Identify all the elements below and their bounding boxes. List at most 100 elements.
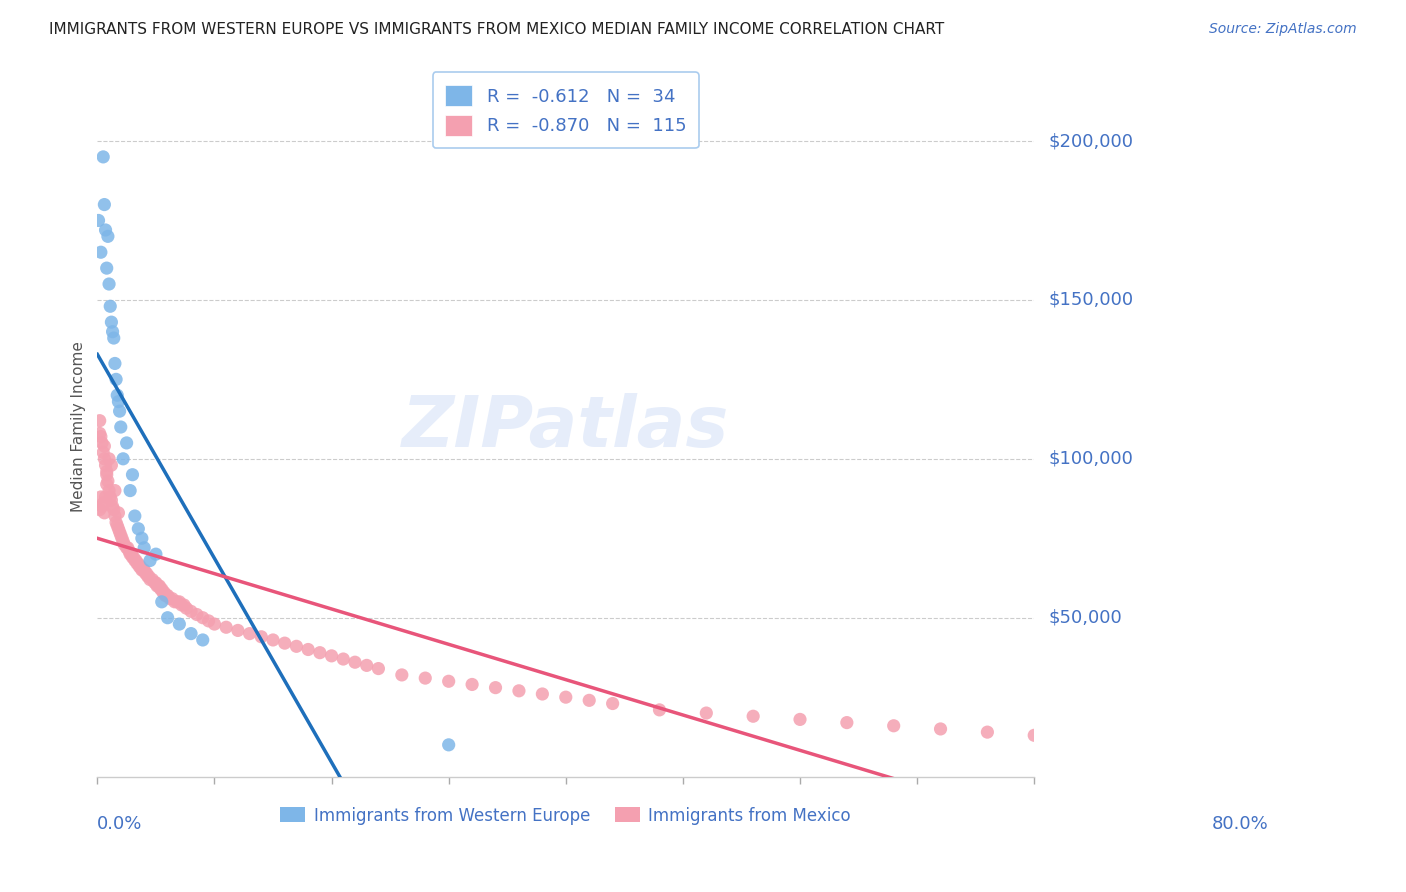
Point bbox=[169, 595, 191, 609]
Point bbox=[93, 439, 115, 453]
Text: $150,000: $150,000 bbox=[1049, 291, 1133, 309]
Point bbox=[148, 579, 170, 593]
Point bbox=[262, 632, 284, 647]
Point bbox=[98, 490, 121, 504]
Point bbox=[89, 414, 111, 428]
Point bbox=[93, 451, 115, 466]
Point bbox=[107, 522, 129, 536]
Point bbox=[191, 611, 214, 625]
Point bbox=[391, 668, 413, 682]
Point bbox=[155, 589, 177, 603]
Text: $100,000: $100,000 bbox=[1049, 450, 1133, 467]
Point bbox=[139, 573, 162, 587]
Point bbox=[437, 738, 460, 752]
Point bbox=[94, 223, 117, 237]
Point bbox=[94, 458, 117, 472]
Point bbox=[127, 522, 149, 536]
Point bbox=[103, 502, 125, 516]
Text: $200,000: $200,000 bbox=[1049, 132, 1133, 150]
Point bbox=[89, 502, 111, 516]
Point bbox=[115, 436, 138, 450]
Point bbox=[929, 722, 952, 736]
Point bbox=[139, 553, 162, 567]
Point bbox=[170, 598, 193, 612]
Point bbox=[976, 725, 998, 739]
Point bbox=[121, 467, 143, 482]
Text: $50,000: $50,000 bbox=[1049, 608, 1122, 627]
Point bbox=[90, 245, 112, 260]
Point bbox=[122, 550, 145, 565]
Point bbox=[163, 595, 186, 609]
Point bbox=[124, 508, 146, 523]
Point bbox=[332, 652, 354, 666]
Point bbox=[226, 624, 249, 638]
Point bbox=[413, 671, 436, 685]
Point bbox=[484, 681, 506, 695]
Point bbox=[107, 506, 129, 520]
Point bbox=[112, 451, 135, 466]
Point bbox=[104, 508, 127, 523]
Point bbox=[103, 331, 125, 345]
Point bbox=[100, 315, 122, 329]
Point bbox=[141, 573, 163, 587]
Point bbox=[105, 372, 128, 386]
Point bbox=[91, 150, 114, 164]
Point bbox=[138, 569, 160, 583]
Point bbox=[531, 687, 554, 701]
Point bbox=[90, 429, 112, 443]
Point bbox=[145, 575, 167, 590]
Point bbox=[131, 563, 153, 577]
Point bbox=[159, 591, 181, 606]
Point bbox=[186, 607, 208, 622]
Point bbox=[101, 500, 124, 514]
Point bbox=[145, 547, 167, 561]
Point bbox=[508, 683, 530, 698]
Point bbox=[176, 601, 198, 615]
Point bbox=[134, 541, 156, 555]
Point bbox=[105, 518, 128, 533]
Point bbox=[134, 566, 156, 581]
Point bbox=[110, 528, 132, 542]
Point bbox=[98, 299, 121, 313]
Point bbox=[115, 541, 138, 555]
Point bbox=[105, 516, 128, 530]
Text: IMMIGRANTS FROM WESTERN EUROPE VS IMMIGRANTS FROM MEXICO MEDIAN FAMILY INCOME CO: IMMIGRANTS FROM WESTERN EUROPE VS IMMIGR… bbox=[49, 22, 945, 37]
Point bbox=[124, 553, 146, 567]
Text: ZIPatlas: ZIPatlas bbox=[402, 392, 730, 461]
Point bbox=[98, 451, 121, 466]
Point bbox=[153, 585, 176, 599]
Point bbox=[108, 404, 131, 418]
Text: Source: ZipAtlas.com: Source: ZipAtlas.com bbox=[1209, 22, 1357, 37]
Point bbox=[602, 697, 624, 711]
Point bbox=[648, 703, 671, 717]
Point bbox=[239, 626, 262, 640]
Point bbox=[96, 261, 118, 276]
Legend: Immigrants from Western Europe, Immigrants from Mexico: Immigrants from Western Europe, Immigran… bbox=[274, 800, 858, 831]
Text: 0.0%: 0.0% bbox=[97, 815, 143, 833]
Point bbox=[112, 538, 135, 552]
Point bbox=[367, 662, 389, 676]
Point bbox=[321, 648, 343, 663]
Point bbox=[90, 490, 112, 504]
Point bbox=[150, 595, 173, 609]
Point bbox=[250, 630, 273, 644]
Text: 80.0%: 80.0% bbox=[1212, 815, 1268, 833]
Point bbox=[180, 604, 202, 618]
Point bbox=[89, 426, 111, 441]
Y-axis label: Median Family Income: Median Family Income bbox=[72, 342, 86, 513]
Point bbox=[166, 595, 188, 609]
Point bbox=[127, 557, 149, 571]
Point bbox=[117, 541, 139, 555]
Point bbox=[91, 436, 114, 450]
Point bbox=[128, 560, 150, 574]
Point bbox=[91, 496, 114, 510]
Point bbox=[97, 229, 120, 244]
Point bbox=[162, 591, 184, 606]
Point bbox=[554, 690, 576, 705]
Point bbox=[136, 569, 159, 583]
Point bbox=[156, 589, 179, 603]
Point bbox=[127, 557, 149, 571]
Point bbox=[120, 483, 142, 498]
Point bbox=[129, 560, 152, 574]
Point bbox=[169, 617, 191, 632]
